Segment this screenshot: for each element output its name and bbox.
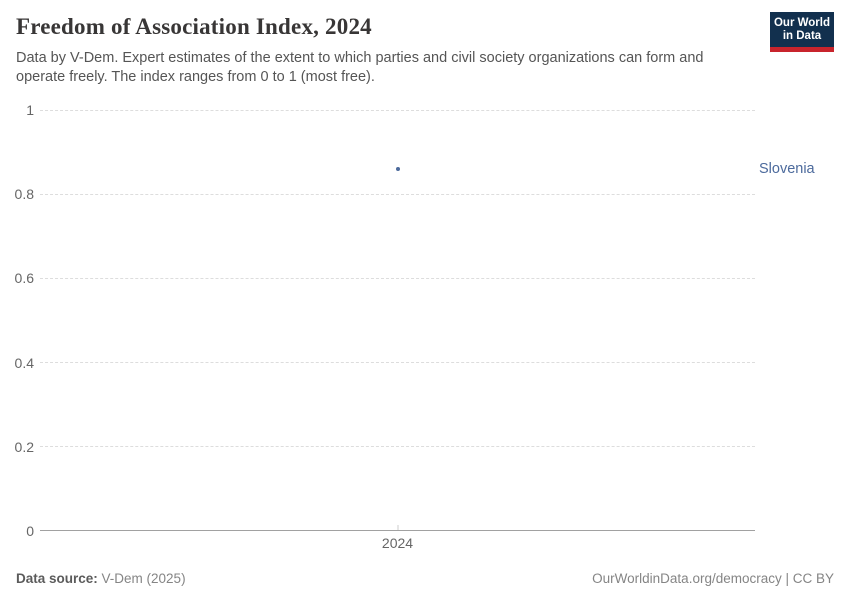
footer-attribution-link[interactable]: OurWorldinData.org/democracy | CC BY: [592, 571, 834, 586]
gridline: [40, 194, 755, 195]
y-axis-labels: 0 0.2 0.4 0.6 0.8 1: [0, 102, 34, 539]
y-tick-label: 0.4: [14, 354, 34, 371]
y-tick-label: 0.8: [14, 186, 34, 203]
gridline: [40, 110, 755, 111]
x-axis-tick: [397, 525, 398, 530]
chart-header: Freedom of Association Index, 2024 Data …: [16, 12, 834, 87]
y-tick-label: 0.2: [14, 438, 34, 455]
data-source: Data source: V-Dem (2025): [16, 571, 186, 586]
owid-logo-line1: Our World: [773, 16, 830, 29]
data-source-value: V-Dem (2025): [97, 571, 186, 586]
plot-area: 2024: [40, 110, 755, 551]
data-source-label: Data source:: [16, 571, 98, 586]
gridline: [40, 362, 755, 363]
gridline: [40, 446, 755, 447]
data-point[interactable]: [395, 166, 400, 171]
chart-subtitle: Data by V-Dem. Expert estimates of the e…: [16, 50, 704, 85]
y-tick-label: 0: [26, 523, 34, 539]
chart-title: Freedom of Association Index, 2024: [16, 14, 372, 39]
entity-label-slovenia[interactable]: Slovenia: [759, 160, 815, 177]
gridline: [40, 278, 755, 279]
y-tick-label: 1: [26, 102, 34, 118]
chart-footer: Data source: V-Dem (2025) OurWorldinData…: [16, 571, 834, 586]
y-tick-label: 0.6: [14, 270, 34, 287]
owid-logo[interactable]: Our World in Data: [770, 12, 834, 52]
owid-logo-line2: in Data: [782, 29, 822, 42]
x-tick-label: 2024: [381, 535, 414, 551]
